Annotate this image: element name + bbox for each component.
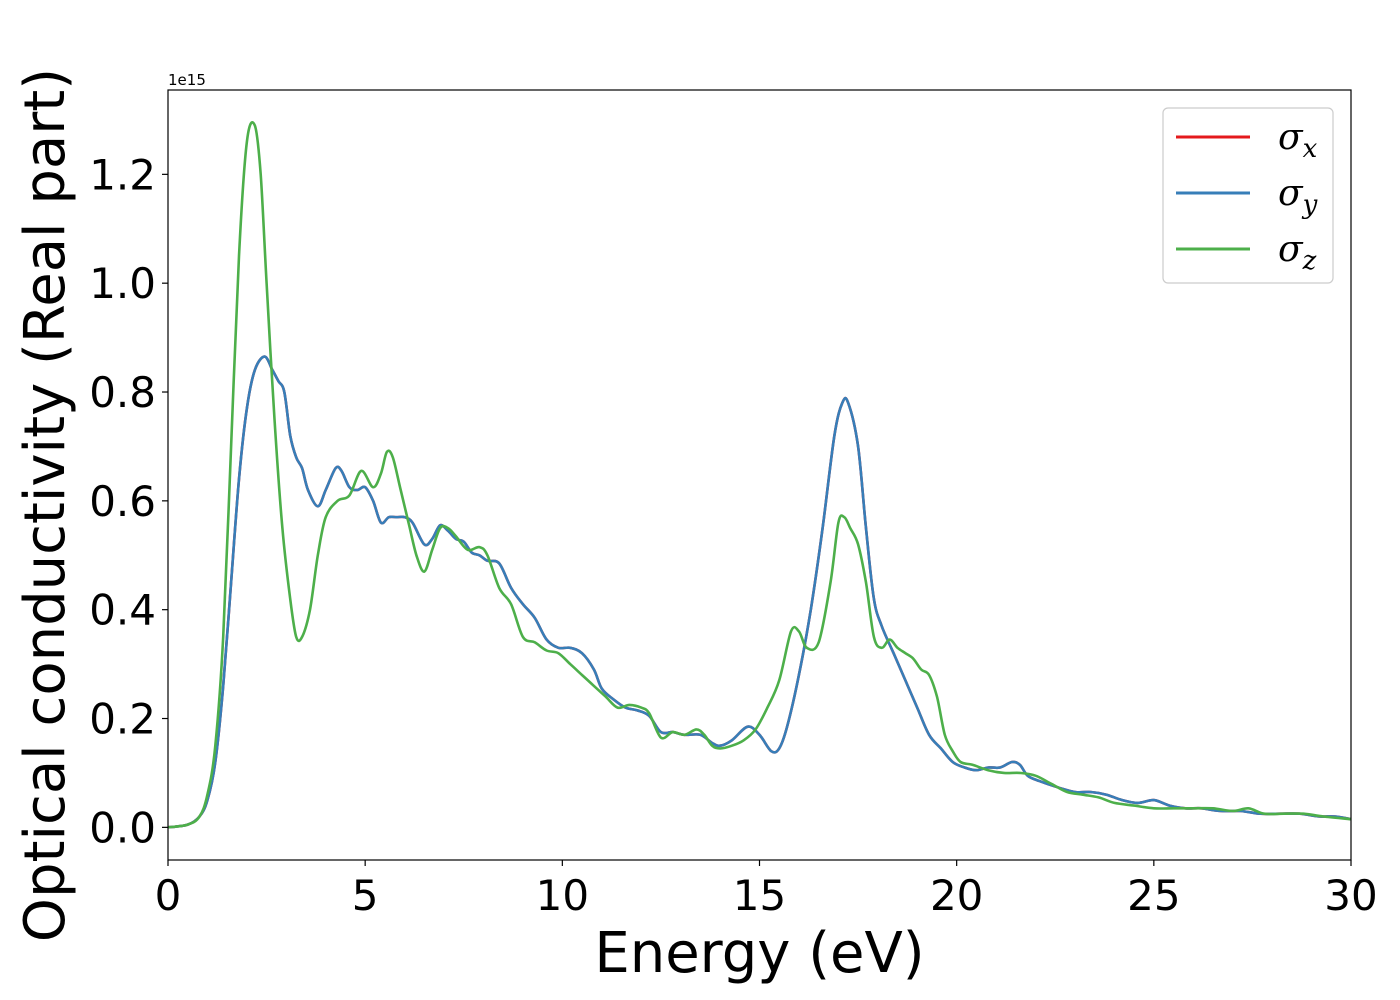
x-tick-label: 10 xyxy=(536,871,589,920)
y-tick-label: 0.2 xyxy=(89,695,156,744)
legend-label-x: σx xyxy=(1278,117,1318,164)
legend: σx σy σz xyxy=(1162,107,1334,284)
x-axis-label: Energy (eV) xyxy=(594,921,924,986)
legend-label-z: σz xyxy=(1278,229,1317,276)
y-tick-label: 0.0 xyxy=(89,803,156,852)
y-tick-label: 0.4 xyxy=(89,586,156,635)
legend-label-y: σy xyxy=(1278,173,1318,220)
y-offset-label: 1e15 xyxy=(168,71,206,89)
y-tick-label: 1.2 xyxy=(89,150,156,199)
x-tick-label: 30 xyxy=(1324,871,1377,920)
series-line-x xyxy=(168,355,1351,829)
x-tick-label: 25 xyxy=(1127,871,1180,920)
x-tick-label: 20 xyxy=(930,871,983,920)
y-axis: 0.0 0.2 0.4 0.6 0.8 1.0 1.2 xyxy=(89,150,168,852)
y-tick-label: 1.0 xyxy=(89,259,156,308)
x-tick-label: 15 xyxy=(733,871,786,920)
series-layer xyxy=(168,121,1351,829)
legend-box xyxy=(1162,107,1334,284)
x-tick-label: 0 xyxy=(155,871,182,920)
y-axis-label: Optical conductivity (Real part) xyxy=(13,68,78,942)
x-axis: 0 5 10 15 20 25 30 xyxy=(155,860,1378,920)
y-tick-label: 0.6 xyxy=(89,477,156,526)
x-tick-label: 5 xyxy=(352,871,379,920)
series-line-y xyxy=(168,355,1351,829)
y-tick-label: 0.8 xyxy=(89,368,156,417)
series-line-z xyxy=(168,121,1351,829)
